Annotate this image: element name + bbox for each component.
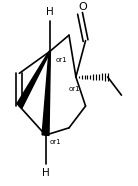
Text: or1: or1 — [69, 86, 81, 92]
Polygon shape — [17, 51, 50, 108]
Text: H: H — [42, 168, 49, 178]
Text: or1: or1 — [50, 139, 61, 145]
Text: O: O — [78, 1, 87, 12]
Text: or1: or1 — [55, 57, 67, 63]
Polygon shape — [42, 52, 50, 135]
Text: H: H — [46, 7, 54, 17]
